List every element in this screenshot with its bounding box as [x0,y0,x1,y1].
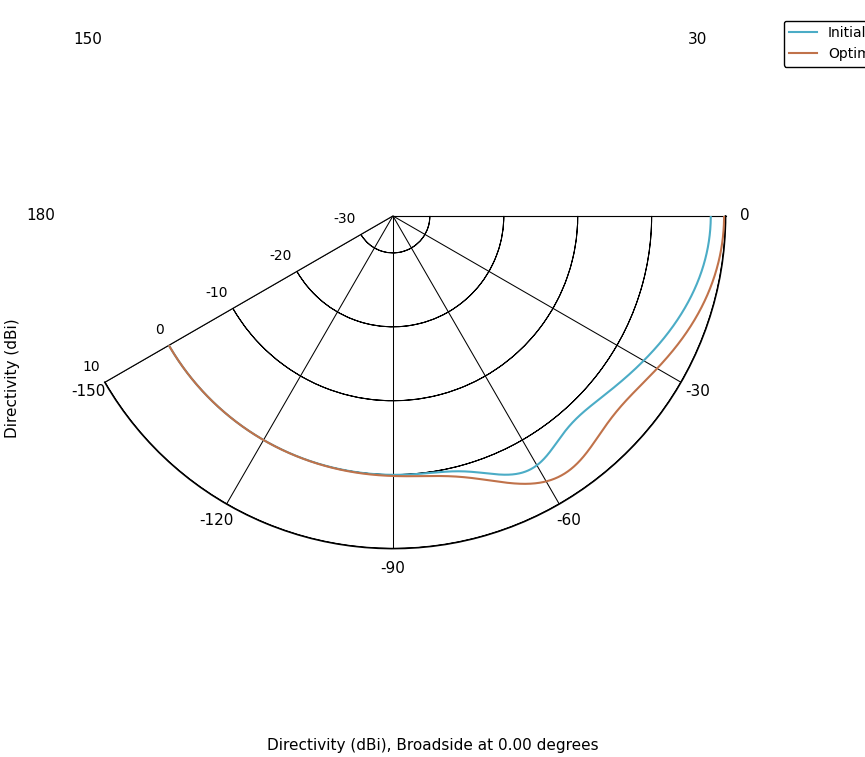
Text: Directivity (dBi), Broadside at 0.00 degrees: Directivity (dBi), Broadside at 0.00 deg… [266,738,599,753]
Text: Directivity (dBi): Directivity (dBi) [5,319,21,438]
Legend: Initial, Optimized: Initial, Optimized [784,20,865,67]
